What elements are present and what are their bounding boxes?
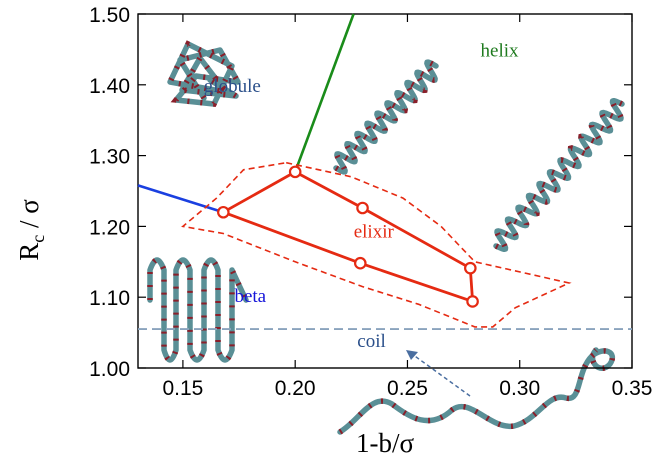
y-axis-title: Rc / σ <box>14 199 48 261</box>
helix-illustration-upper <box>333 59 439 175</box>
globule-illustration <box>167 41 241 107</box>
axis-ticks: 0.15 0.20 0.25 0.30 0.35 1.00 1.10 1.20 1.30 1.40… <box>89 4 652 400</box>
region-label-helix: helix <box>481 40 519 61</box>
y-axis-title-rest: / σ <box>14 199 44 235</box>
polymer-conformation-illustrations <box>147 40 625 435</box>
beta-illustration <box>147 257 249 363</box>
x-tick-label-0: 0.15 <box>162 377 203 400</box>
axis-titles: 1-b/σ Rc / σ <box>14 199 414 458</box>
beta-boundary-line <box>137 184 224 214</box>
x-tick-label-3: 0.30 <box>499 377 540 400</box>
y-tick-label-4: 1.40 <box>89 75 130 98</box>
elixir-point-5 <box>353 256 367 270</box>
x-tick-label-4: 0.35 <box>612 377 653 400</box>
plot-frame <box>137 13 633 369</box>
region-label-globule: globule <box>204 76 261 97</box>
y-tick-label-3: 1.30 <box>89 146 130 169</box>
elixir-point-2 <box>356 201 369 215</box>
helix-boundary-line <box>293 13 355 173</box>
elixir-point-1 <box>288 165 302 179</box>
elixir-point-3 <box>464 261 477 275</box>
y-tick-label-5: 1.50 <box>89 4 130 27</box>
y-tick-label-0: 1.00 <box>89 358 130 381</box>
elixir-boundary <box>222 170 475 303</box>
y-tick-label-1: 1.10 <box>89 287 130 310</box>
coil-arrow-head <box>406 350 418 360</box>
region-label-beta: beta <box>234 286 266 307</box>
x-tick-label-1: 0.20 <box>275 377 316 400</box>
coil-illustration <box>337 347 615 435</box>
x-axis-title: 1-b/σ <box>356 428 414 458</box>
region-label-elixir: elixir <box>354 222 395 243</box>
coil-arrow-shaft <box>411 353 471 397</box>
y-tick-label-2: 1.20 <box>89 216 130 239</box>
plot-area: globule helix elixir beta coil <box>137 13 633 397</box>
coil-illustration-beads <box>338 348 615 435</box>
y-axis-title-main: R <box>14 243 44 261</box>
elixir-point-4 <box>466 295 479 308</box>
elixir-envelope <box>181 161 572 328</box>
region-label-coil: coil <box>357 331 386 352</box>
y-axis-title-subscript: c <box>28 235 48 243</box>
helix-illustration-lower <box>493 97 625 253</box>
elixir-point-0 <box>217 205 230 219</box>
x-tick-label-2: 0.25 <box>387 377 428 400</box>
